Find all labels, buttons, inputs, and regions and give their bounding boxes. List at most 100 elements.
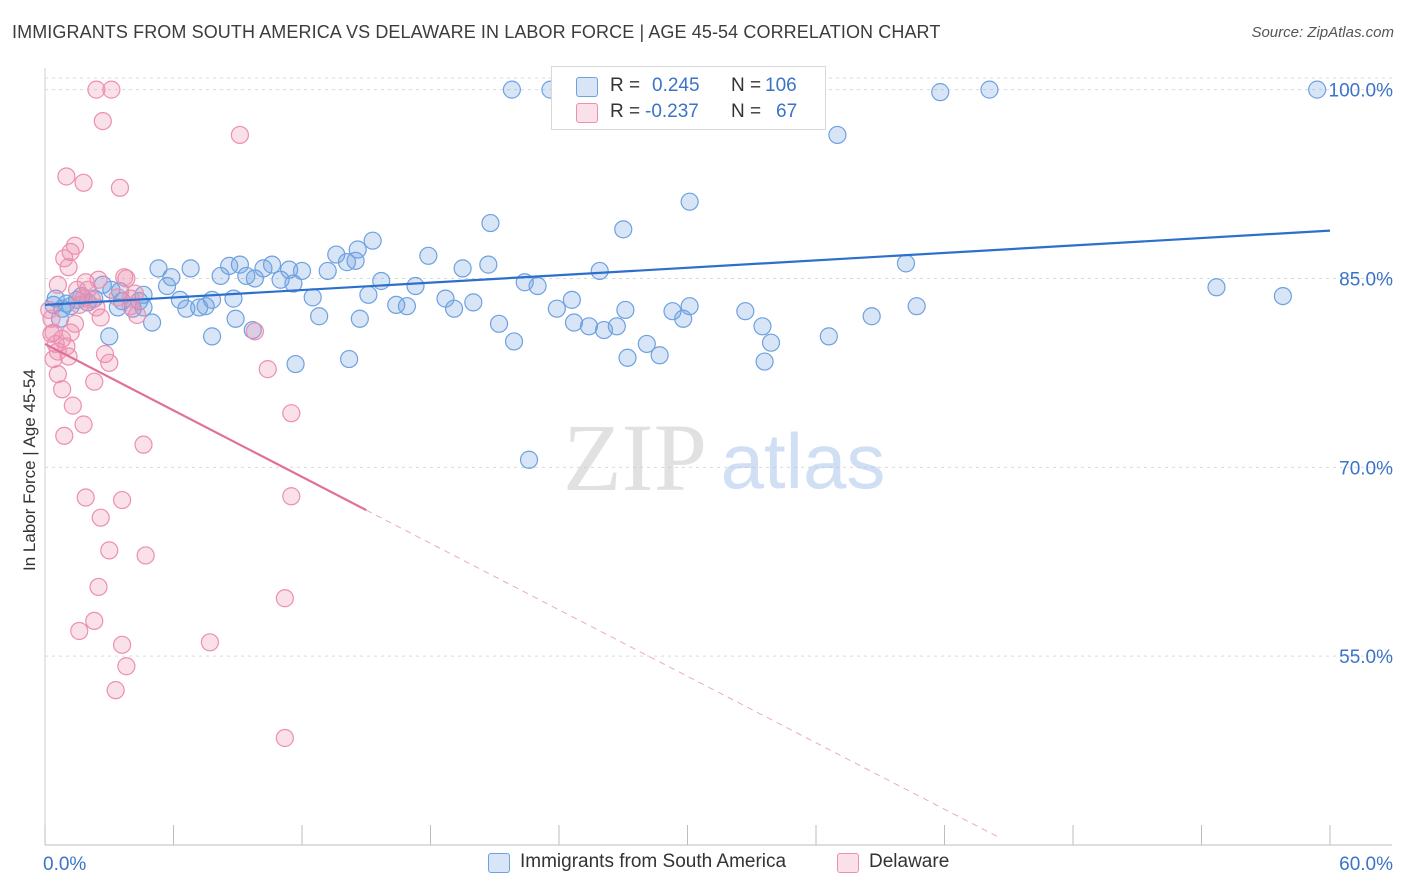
pink-data-point xyxy=(93,111,112,131)
blue-data-point xyxy=(479,255,498,274)
blue-data-point xyxy=(280,260,299,279)
pink-data-point xyxy=(61,323,80,342)
pink-data-point xyxy=(48,365,67,384)
points-layer xyxy=(40,80,1327,748)
pink-data-point xyxy=(258,360,277,379)
pink-data-point xyxy=(112,490,132,510)
blue-data-point xyxy=(444,299,464,318)
pink-data-point xyxy=(102,80,121,99)
blue-data-point xyxy=(100,327,119,346)
blue-data-point xyxy=(590,261,609,281)
blue-data-point xyxy=(406,276,425,296)
blue-data-point xyxy=(862,307,881,326)
pink-data-point xyxy=(121,297,140,316)
legend-n-value: 67 xyxy=(776,101,798,122)
blue-data-point xyxy=(753,317,772,336)
pink-data-point xyxy=(106,681,125,700)
blue-data-point xyxy=(359,285,378,304)
blue-data-point xyxy=(614,220,633,239)
pink-data-point xyxy=(110,178,130,197)
legend-n-label: N = xyxy=(731,101,762,122)
legend-n-value: 106 xyxy=(765,75,797,96)
blue-data-point xyxy=(761,333,781,352)
y-tick-label: 70.0% xyxy=(1339,458,1393,479)
blue-trend-line xyxy=(44,229,1331,307)
blue-data-point xyxy=(346,251,365,270)
blue-data-point xyxy=(464,293,483,312)
blue-data-point xyxy=(350,309,369,328)
blue-data-point xyxy=(348,240,367,259)
pink-data-point xyxy=(100,353,119,372)
blue-data-point xyxy=(327,245,346,264)
pink-data-point xyxy=(112,635,132,654)
pink-trend-line xyxy=(44,342,367,512)
blue-data-point xyxy=(149,259,168,278)
blue-data-point xyxy=(226,309,245,328)
x-tick-label: 60.0% xyxy=(1339,854,1393,875)
watermark-atlas: atlas xyxy=(721,417,886,505)
pink-trend-extension xyxy=(366,509,999,838)
pink-data-point xyxy=(95,344,115,364)
grid-layer xyxy=(45,77,1392,657)
watermark: ZIP atlas xyxy=(563,404,885,511)
blue-data-point xyxy=(310,307,329,326)
pink-data-point xyxy=(117,657,136,676)
bottom-legend-label: Immigrants from South America xyxy=(520,851,787,872)
blue-data-point xyxy=(504,332,524,351)
pink-data-point xyxy=(89,577,108,597)
bottom-legend-swatch-blue xyxy=(488,853,510,873)
pink-data-point xyxy=(87,80,106,99)
y-tick-label: 85.0% xyxy=(1339,269,1393,290)
blue-data-point xyxy=(162,268,181,287)
blue-data-point xyxy=(819,327,838,346)
blue-data-point xyxy=(607,317,626,336)
blue-data-point xyxy=(142,313,162,332)
source-label: Source: ZipAtlas.com xyxy=(1251,24,1394,41)
y-tick-label: 55.0% xyxy=(1339,647,1393,668)
blue-data-point xyxy=(637,334,656,354)
correlation-legend: R = 0.245 N = 106 R = -0.237 N = 67 xyxy=(551,66,826,130)
blue-data-point xyxy=(579,317,599,336)
watermark-zip: ZIP xyxy=(563,404,707,511)
blue-data-point xyxy=(397,297,417,316)
pink-data-point xyxy=(89,270,108,289)
blue-data-point xyxy=(419,246,438,265)
pink-data-point xyxy=(57,167,76,186)
pink-data-point xyxy=(85,611,104,631)
blue-data-point xyxy=(618,348,637,367)
legend-r-label: R = xyxy=(610,75,641,96)
legend-r-label: R = xyxy=(610,101,641,122)
pink-data-point xyxy=(245,322,264,341)
blue-data-point xyxy=(736,302,755,321)
blue-data-point xyxy=(318,261,337,281)
blue-data-point xyxy=(519,450,539,469)
blue-data-point xyxy=(564,313,584,332)
blue-data-point xyxy=(650,346,669,365)
blue-data-point xyxy=(896,254,916,273)
pink-data-point xyxy=(59,258,78,277)
pink-data-point xyxy=(85,372,104,391)
pink-data-point xyxy=(65,236,85,255)
blue-data-point xyxy=(980,80,999,99)
blue-data-point xyxy=(181,259,200,278)
blue-data-point xyxy=(489,314,509,333)
blue-data-point xyxy=(616,300,635,320)
bottom-legend-label: Delaware xyxy=(869,851,950,872)
blue-data-point xyxy=(453,259,472,278)
chart-title: IMMIGRANTS FROM SOUTH AMERICA VS DELAWAR… xyxy=(12,22,941,42)
blue-data-point xyxy=(931,83,950,102)
blue-data-point xyxy=(286,354,305,374)
x-tick-label: 0.0% xyxy=(43,854,86,875)
pink-data-point xyxy=(275,728,294,748)
pink-data-point xyxy=(200,633,220,652)
blue-data-point xyxy=(1273,286,1292,306)
blue-data-point xyxy=(230,255,249,274)
pink-data-point xyxy=(91,508,110,527)
pink-data-point xyxy=(65,314,85,333)
blue-data-point xyxy=(502,80,521,99)
pink-data-point xyxy=(275,589,294,608)
blue-data-point xyxy=(292,261,312,281)
blue-data-point xyxy=(262,255,282,274)
pink-data-point xyxy=(91,308,110,327)
pink-data-point xyxy=(48,275,67,294)
